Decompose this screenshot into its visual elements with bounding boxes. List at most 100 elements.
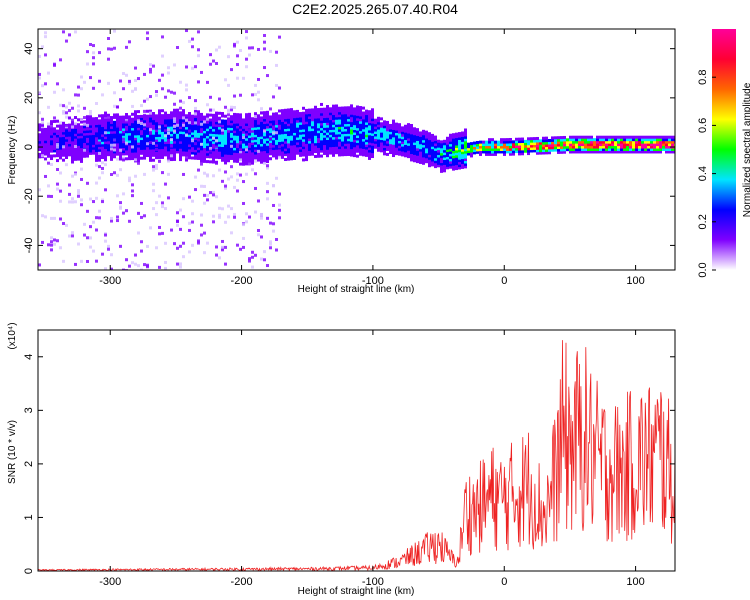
spectrogram-cell	[248, 112, 251, 116]
spectrogram-cell	[137, 264, 140, 268]
spectrogram-cell	[239, 115, 242, 119]
spectrogram-cell	[266, 135, 269, 139]
spectrogram-cell	[41, 130, 44, 134]
spectrogram-cell	[632, 138, 635, 142]
spectrogram-cell	[335, 151, 338, 155]
spectrogram-cell	[92, 136, 95, 140]
spectrogram-cell	[101, 133, 104, 137]
spectrogram-cell	[239, 93, 242, 97]
spectrogram-cell	[284, 123, 287, 127]
spectrogram-cell	[374, 118, 377, 122]
spectrogram-cell	[266, 118, 269, 122]
spectrogram-cell	[308, 133, 311, 137]
spectrogram-cell	[353, 146, 356, 150]
spectrogram-cell	[584, 148, 587, 151]
spectrogram-cell	[362, 118, 365, 122]
spectrogram-cell	[302, 151, 305, 155]
spectrogram-cell	[50, 216, 53, 220]
spectrogram-cell	[290, 130, 293, 134]
spectrogram-cell	[416, 152, 419, 156]
spectrogram-cell	[143, 144, 146, 148]
spectrogram-cell	[569, 148, 572, 152]
spectrogram-cell	[188, 136, 191, 140]
spectrogram-cell	[458, 154, 461, 158]
spectrogram-cell	[272, 119, 275, 123]
spectrogram-cell	[278, 35, 281, 39]
spectrogram-cell	[326, 149, 329, 153]
spectrogram-cell	[503, 143, 506, 147]
spectrogram-cell	[590, 143, 593, 147]
colorbar: 0.00.20.40.60.8 Normalized spectral ampl…	[697, 29, 750, 278]
spectrogram-cell	[260, 131, 263, 135]
spectrogram-cell	[44, 132, 47, 136]
spectrogram-cell	[77, 85, 80, 89]
spectrogram-cell	[230, 147, 233, 151]
spectrogram-cell	[131, 157, 134, 161]
spectrogram-cell	[101, 131, 104, 135]
spectrogram-cell	[86, 127, 89, 131]
spectrogram-cell	[464, 138, 467, 142]
spectrogram-cell	[506, 138, 509, 142]
spectrogram-cell	[581, 135, 584, 139]
y-tick-label: 4	[23, 354, 35, 360]
spectrogram-cell	[578, 150, 581, 154]
spectrogram-cell	[38, 76, 41, 80]
spectrogram-cell	[410, 151, 413, 155]
spectrogram-cell	[242, 157, 245, 161]
spectrogram-cell	[95, 216, 98, 220]
spectrogram-cell	[338, 121, 341, 125]
spectrogram-cell	[185, 156, 188, 160]
spectrogram-cell	[89, 151, 92, 155]
spectrogram-cell	[98, 153, 101, 157]
spectrogram-cell	[113, 120, 116, 124]
spectrogram-cell	[104, 116, 107, 120]
spectrogram-cell	[236, 147, 239, 151]
spectrogram-cell	[218, 45, 221, 49]
spectrogram-cell	[200, 154, 203, 158]
spectrogram-cell	[176, 130, 179, 134]
spectrogram-cell	[107, 135, 110, 139]
spectrogram-cell	[533, 137, 536, 141]
spectrogram-cell	[404, 124, 407, 128]
spectrogram-cell	[287, 133, 290, 137]
spectrogram-cell	[269, 148, 272, 152]
spectrogram-cell	[221, 134, 224, 138]
spectrogram-cell	[434, 135, 437, 139]
spectrogram-cell	[437, 161, 440, 165]
spectrogram-cell	[134, 139, 137, 143]
spectrogram-cell	[236, 115, 239, 119]
spectrogram-cell	[248, 134, 251, 138]
spectrogram-cell	[590, 150, 593, 154]
spectrogram-cell	[581, 150, 584, 154]
spectrogram-cell	[356, 117, 359, 121]
spectrogram-cell	[344, 148, 347, 152]
spectrogram-cell	[452, 155, 455, 159]
spectrogram-cell	[437, 142, 440, 146]
spectrogram-cell	[146, 37, 149, 41]
spectrogram-cell	[197, 142, 200, 146]
spectrogram-cell	[314, 137, 317, 141]
spectrogram-cell	[287, 140, 290, 144]
spectrogram-cell	[251, 156, 254, 160]
spectrogram-cell	[260, 126, 263, 130]
spectrogram-cell	[584, 138, 587, 142]
spectrogram-cell	[443, 144, 446, 148]
spectrogram-cell	[173, 150, 176, 154]
spectrogram-cell	[548, 138, 551, 142]
spectrogram-cell	[146, 153, 149, 157]
spectrogram-cell	[653, 143, 656, 147]
spectrogram-cell	[377, 124, 380, 128]
spectrogram-cell	[65, 141, 68, 145]
spectrogram-cell	[338, 128, 341, 132]
spectrogram-cell	[149, 95, 152, 99]
spectrogram-cell	[482, 145, 485, 149]
spectrogram-cell	[383, 142, 386, 146]
spectrogram-cell	[653, 145, 656, 149]
spectrogram-cell	[344, 113, 347, 117]
spectrogram-cell	[221, 114, 224, 118]
spectrogram-cell	[269, 144, 272, 148]
spectrogram-cell	[383, 149, 386, 153]
spectrogram-cell	[422, 154, 425, 158]
spectrogram-cell	[197, 48, 200, 52]
spectrogram-cell	[281, 131, 284, 135]
